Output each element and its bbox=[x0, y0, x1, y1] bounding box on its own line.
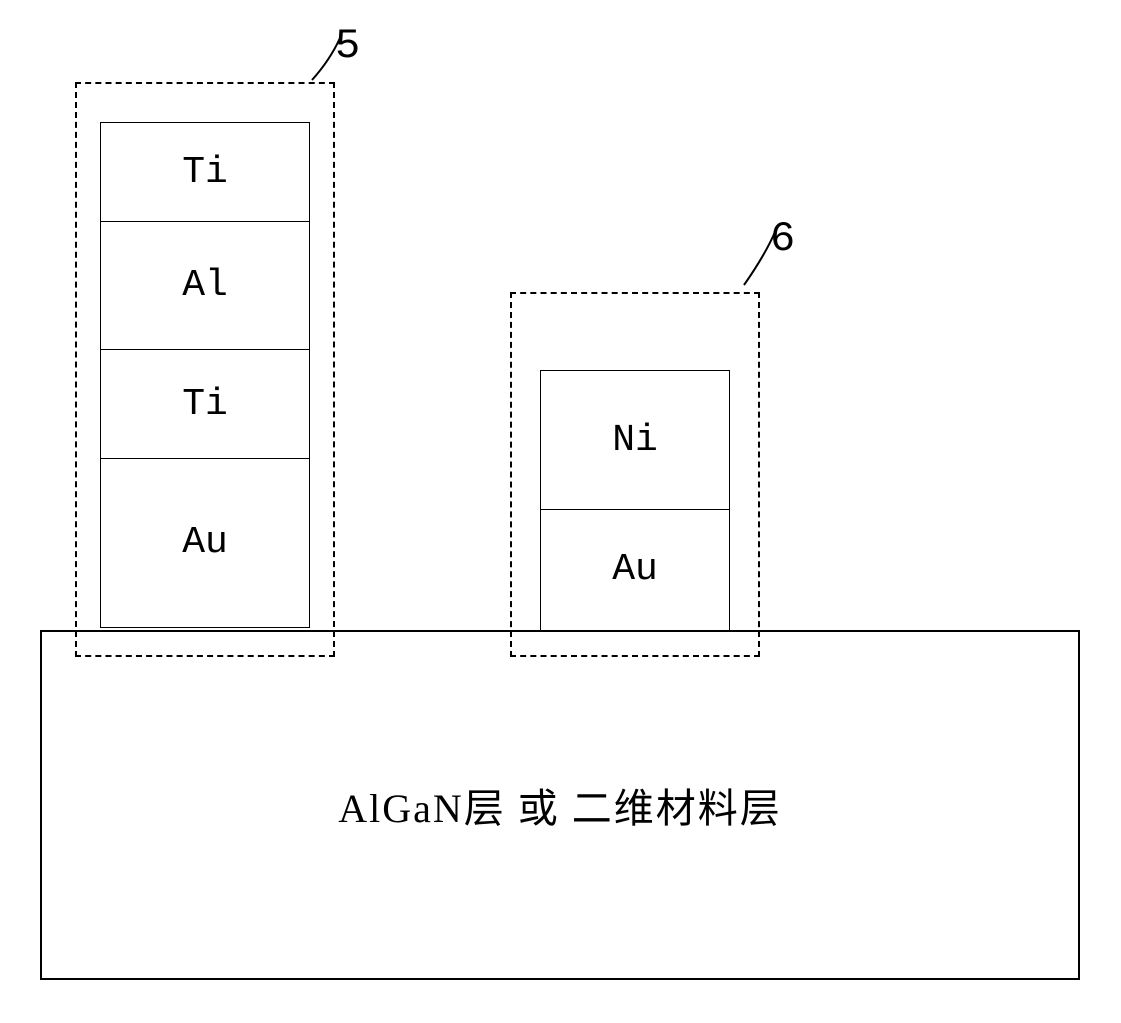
stack-6-number-label: 6 bbox=[770, 215, 795, 263]
diagram-container: AlGaN层 或 二维材料层 Ti Al Ti Au 5 Ni Au 6 bbox=[0, 0, 1121, 1023]
material-layer-au: Au bbox=[100, 458, 310, 628]
material-layer-label: Ti bbox=[182, 383, 228, 426]
material-layer-al: Al bbox=[100, 221, 310, 351]
material-layer-label: Ti bbox=[182, 151, 228, 194]
material-layer-au: Au bbox=[540, 509, 730, 631]
material-layer-label: Au bbox=[612, 548, 658, 591]
material-layer-label: Au bbox=[182, 521, 228, 564]
material-layer-ti: Ti bbox=[100, 349, 310, 459]
material-layer-label: Ni bbox=[612, 419, 658, 462]
material-layer-ni: Ni bbox=[540, 370, 730, 510]
material-layer-ti: Ti bbox=[100, 122, 310, 222]
material-layer-label: Al bbox=[182, 264, 228, 307]
substrate-label: AlGaN层 或 二维材料层 bbox=[338, 776, 782, 834]
substrate-layer: AlGaN层 或 二维材料层 bbox=[40, 630, 1080, 980]
stack-5-number-label: 5 bbox=[335, 22, 360, 70]
